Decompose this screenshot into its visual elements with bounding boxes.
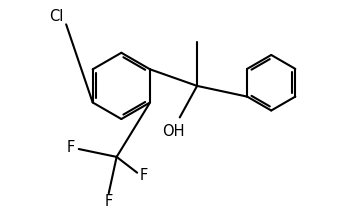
Text: F: F — [67, 140, 75, 155]
Text: F: F — [105, 193, 113, 208]
Text: F: F — [139, 168, 148, 183]
Text: Cl: Cl — [49, 9, 64, 24]
Text: OH: OH — [162, 124, 185, 139]
